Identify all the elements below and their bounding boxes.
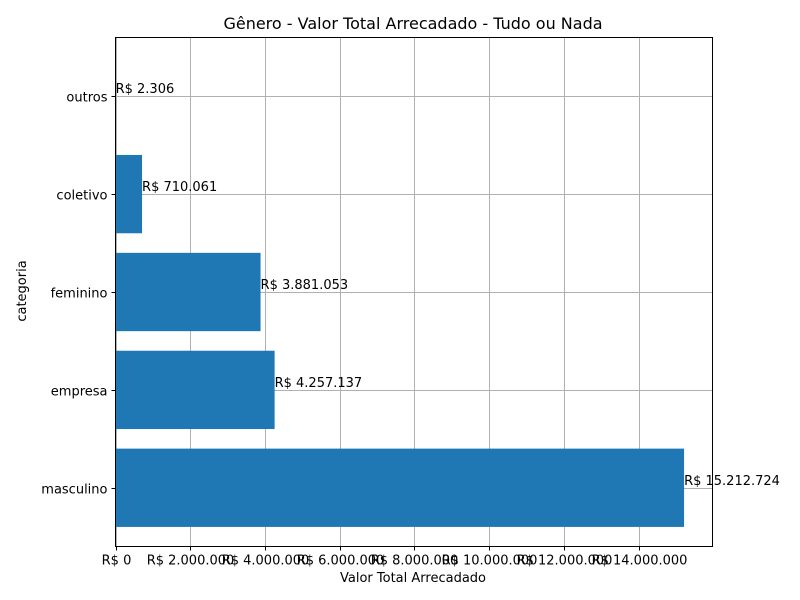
x-tick-label: R$ 0 — [102, 554, 132, 569]
data-label-empresa: R$ 4.257.137 — [275, 376, 363, 391]
x-tick-label: R$ 6.000.000 — [297, 554, 385, 569]
x-tick-label: R$ 4.000.000 — [222, 554, 310, 569]
data-label-outros: R$ 2.306 — [116, 82, 175, 97]
data-labels: R$ 15.212.724 R$ 4.257.137 R$ 3.881.053 R$ … — [116, 82, 780, 489]
y-tick-label-coletivo: coletivo — [56, 189, 107, 204]
data-label-coletivo: R$ 710.061 — [142, 180, 217, 195]
bars — [115, 57, 685, 527]
y-tick-label-empresa: empresa — [51, 385, 108, 400]
y-tick-label-feminino: feminino — [51, 287, 108, 302]
chart-title: Gênero - Valor Total Arrecadado - Tudo o… — [223, 14, 602, 33]
y-tick-label-outros: outros — [66, 91, 107, 106]
x-tick-label: R$ 14.000.000 — [592, 554, 688, 569]
x-tick-label: R$ 8.000.000 — [371, 554, 459, 569]
bar-empresa — [115, 350, 275, 430]
data-label-masculino: R$ 15.212.724 — [684, 474, 780, 489]
x-tick-label: R$ 12.000.000 — [517, 554, 613, 569]
bar-coletivo — [115, 154, 143, 234]
data-label-feminino: R$ 3.881.053 — [261, 278, 349, 293]
x-tick-label: R$ 2.000.000 — [147, 554, 235, 569]
y-tick-label-masculino: masculino — [41, 483, 107, 498]
y-axis-ticks: masculino empresa feminino coletivo outros — [41, 91, 116, 498]
x-tick-label: R$ 10.000.000 — [442, 554, 538, 569]
y-axis-label: categoria — [15, 260, 30, 321]
bar-masculino — [115, 448, 685, 527]
x-axis-label: Valor Total Arrecadado — [340, 571, 486, 586]
bar-feminino — [115, 252, 261, 332]
